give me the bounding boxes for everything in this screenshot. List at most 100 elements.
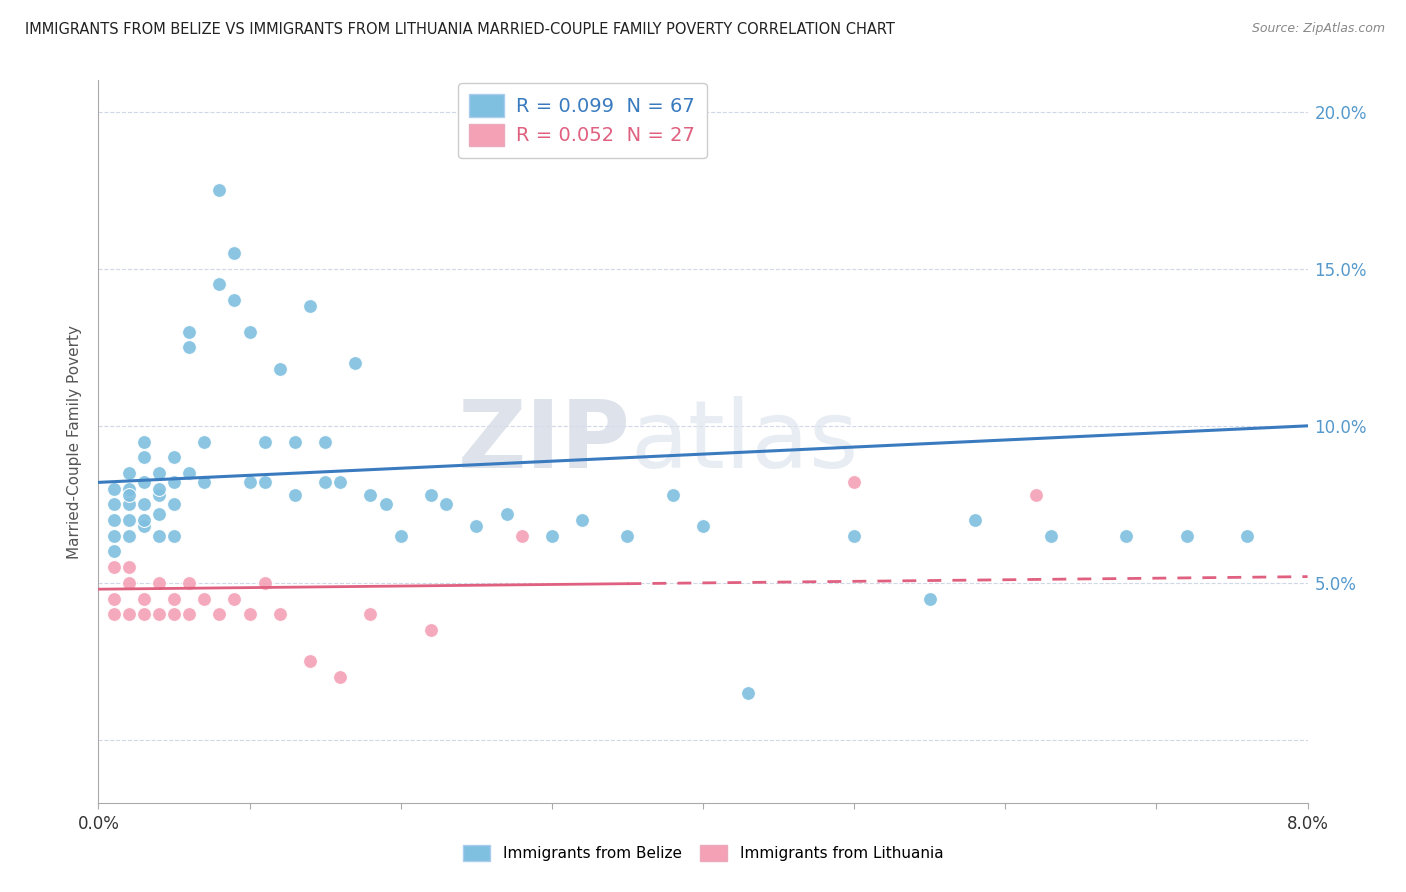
Point — [965, 513, 987, 527]
Point — [179, 340, 201, 354]
Y-axis label: Married-Couple Family Poverty: Married-Couple Family Poverty — [67, 325, 83, 558]
Point — [661, 488, 683, 502]
Point — [844, 475, 866, 490]
Point — [224, 246, 246, 260]
Point — [103, 591, 125, 606]
Text: atlas: atlas — [630, 395, 859, 488]
Point — [132, 607, 155, 622]
Point — [360, 607, 382, 622]
Point — [132, 434, 155, 449]
Text: Source: ZipAtlas.com: Source: ZipAtlas.com — [1251, 22, 1385, 36]
Point — [193, 434, 215, 449]
Text: ZIP: ZIP — [457, 395, 630, 488]
Point — [163, 591, 186, 606]
Point — [253, 475, 276, 490]
Point — [253, 434, 276, 449]
Point — [1115, 529, 1137, 543]
Point — [269, 362, 291, 376]
Point — [465, 519, 488, 533]
Point — [239, 325, 262, 339]
Point — [360, 488, 382, 502]
Point — [329, 475, 352, 490]
Point — [420, 623, 443, 637]
Point — [103, 544, 125, 558]
Point — [239, 475, 262, 490]
Point — [253, 575, 276, 590]
Point — [692, 519, 714, 533]
Point — [118, 488, 141, 502]
Point — [148, 482, 170, 496]
Point — [420, 488, 443, 502]
Point — [389, 529, 412, 543]
Point — [1175, 529, 1198, 543]
Point — [434, 497, 457, 511]
Point — [118, 529, 141, 543]
Point — [208, 277, 231, 292]
Point — [132, 497, 155, 511]
Point — [344, 356, 367, 370]
Point — [118, 575, 141, 590]
Point — [148, 488, 170, 502]
Point — [540, 529, 562, 543]
Point — [132, 591, 155, 606]
Point — [163, 475, 186, 490]
Point — [284, 434, 307, 449]
Point — [179, 466, 201, 480]
Point — [179, 575, 201, 590]
Point — [118, 607, 141, 622]
Point — [737, 686, 759, 700]
Point — [329, 670, 352, 684]
Point — [132, 513, 155, 527]
Point — [1025, 488, 1047, 502]
Point — [239, 607, 262, 622]
Point — [193, 591, 215, 606]
Point — [224, 293, 246, 308]
Point — [495, 507, 517, 521]
Point — [314, 434, 336, 449]
Point — [208, 607, 231, 622]
Point — [148, 529, 170, 543]
Point — [179, 607, 201, 622]
Legend: Immigrants from Belize, Immigrants from Lithuania: Immigrants from Belize, Immigrants from … — [457, 839, 949, 867]
Point — [510, 529, 533, 543]
Point — [269, 607, 291, 622]
Point — [616, 529, 638, 543]
Point — [179, 325, 201, 339]
Point — [224, 591, 246, 606]
Point — [1039, 529, 1062, 543]
Point — [299, 655, 322, 669]
Point — [163, 497, 186, 511]
Point — [314, 475, 336, 490]
Point — [148, 575, 170, 590]
Point — [118, 513, 141, 527]
Point — [132, 450, 155, 465]
Point — [844, 529, 866, 543]
Point — [163, 450, 186, 465]
Point — [103, 529, 125, 543]
Point — [374, 497, 396, 511]
Point — [163, 529, 186, 543]
Point — [103, 607, 125, 622]
Point — [103, 482, 125, 496]
Point — [118, 560, 141, 574]
Point — [299, 300, 322, 314]
Point — [148, 607, 170, 622]
Point — [103, 497, 125, 511]
Point — [163, 607, 186, 622]
Point — [148, 507, 170, 521]
Point — [118, 497, 141, 511]
Point — [118, 482, 141, 496]
Point — [193, 475, 215, 490]
Point — [132, 475, 155, 490]
Point — [103, 513, 125, 527]
Point — [208, 183, 231, 197]
Point — [571, 513, 593, 527]
Text: IMMIGRANTS FROM BELIZE VS IMMIGRANTS FROM LITHUANIA MARRIED-COUPLE FAMILY POVERT: IMMIGRANTS FROM BELIZE VS IMMIGRANTS FRO… — [25, 22, 896, 37]
Point — [132, 519, 155, 533]
Point — [148, 466, 170, 480]
Point — [918, 591, 941, 606]
Point — [1236, 529, 1258, 543]
Point — [118, 466, 141, 480]
Point — [284, 488, 307, 502]
Point — [103, 560, 125, 574]
